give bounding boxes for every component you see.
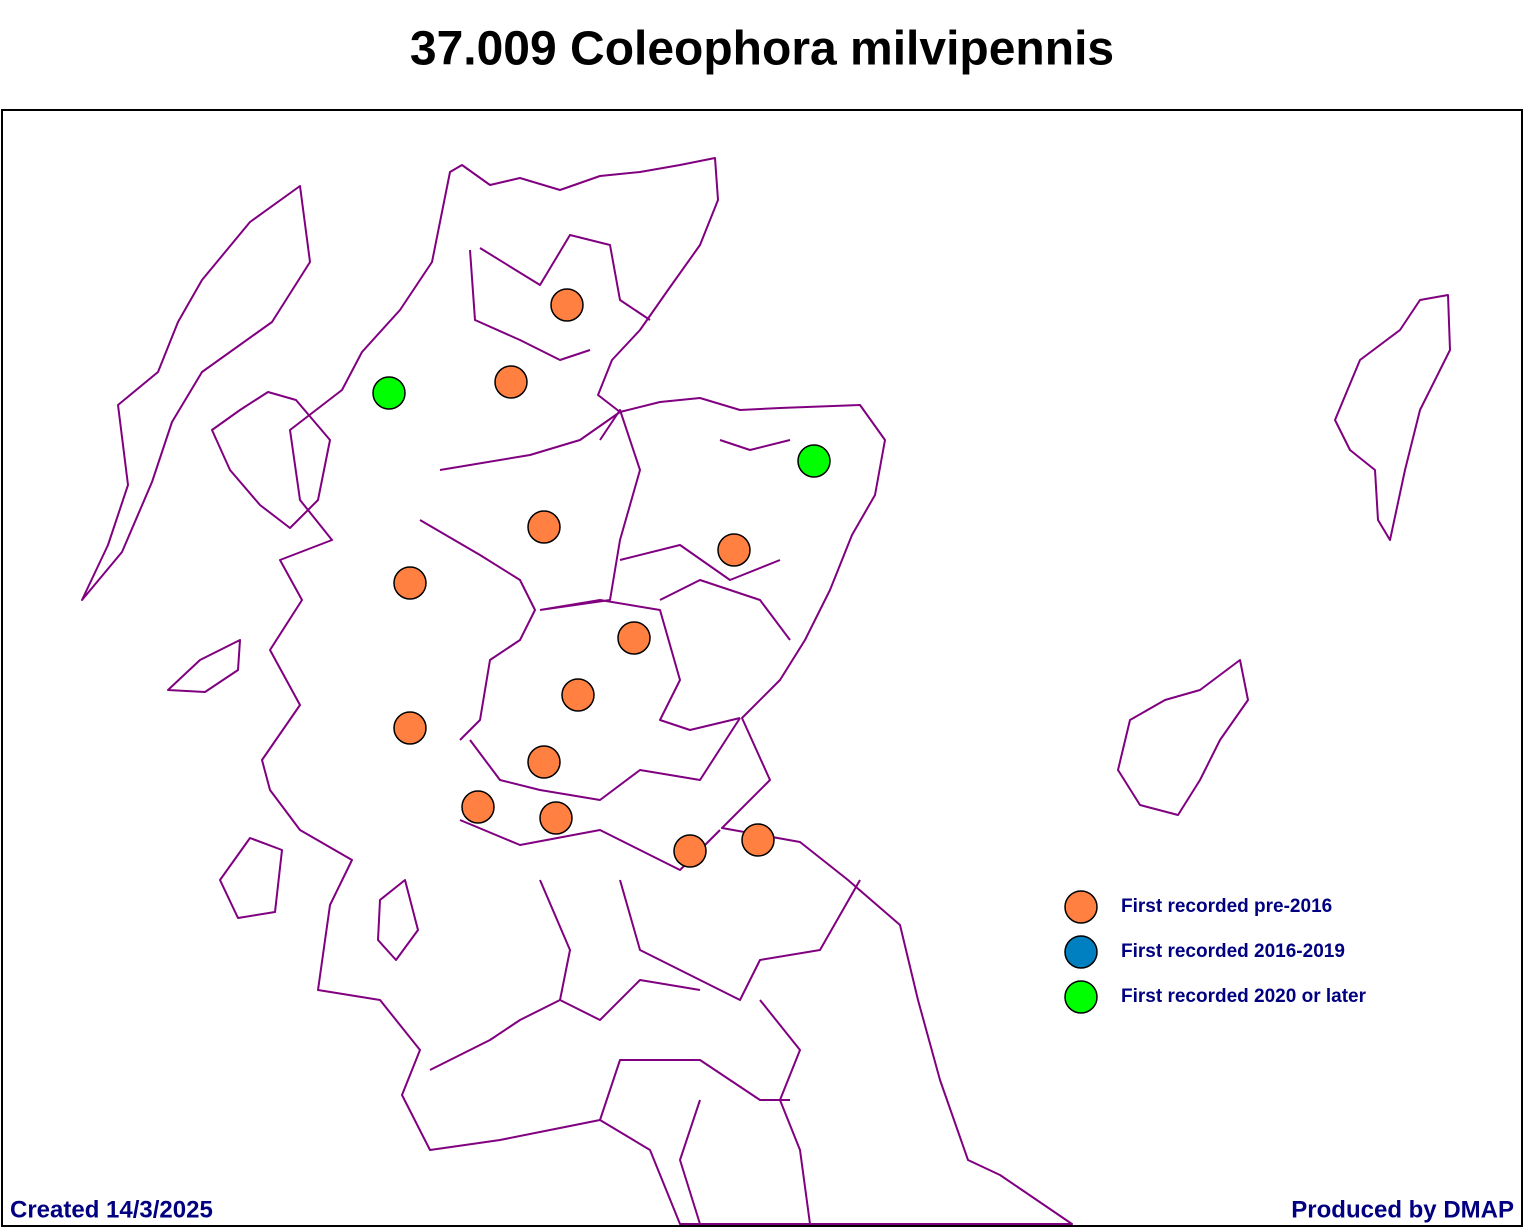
- record-dot: [617, 621, 651, 655]
- record-dot: [372, 376, 406, 410]
- record-dot: [673, 834, 707, 868]
- skye: [211, 391, 331, 529]
- record-dot: [527, 745, 561, 779]
- created-date: Created 14/3/2025: [10, 1196, 213, 1223]
- records: [372, 288, 831, 868]
- producer: Produced by DMAP: [1291, 1196, 1514, 1223]
- legend-swatch: [1064, 935, 1098, 969]
- islay: [219, 837, 283, 919]
- orkney: [1117, 659, 1249, 816]
- legend-label: First recorded 2020 or later: [1121, 986, 1367, 1007]
- mull: [167, 639, 241, 693]
- vice-county-boundaries: [419, 234, 861, 1225]
- record-dot: [797, 444, 831, 478]
- mainland-coast: [261, 157, 1073, 1225]
- record-dot: [494, 365, 528, 399]
- record-dot: [527, 510, 561, 544]
- outer-hebrides: [81, 185, 311, 601]
- legend-swatch: [1064, 890, 1098, 924]
- arran: [377, 879, 419, 961]
- record-dot: [393, 566, 427, 600]
- shetland: [1334, 294, 1451, 541]
- record-dot: [393, 711, 427, 745]
- map-outlines: [81, 157, 1451, 1225]
- record-dot: [561, 678, 595, 712]
- record-dot: [461, 790, 495, 824]
- legend-label: First recorded 2016-2019: [1121, 941, 1345, 962]
- legend-label: First recorded pre-2016: [1121, 896, 1332, 917]
- record-dot: [741, 823, 775, 857]
- record-dot: [539, 801, 573, 835]
- map-frame: [1, 109, 1523, 1227]
- record-dot: [550, 288, 584, 322]
- legend: First recorded pre-2016 First recorded 20…: [1064, 890, 1367, 1014]
- legend-swatch: [1064, 980, 1098, 1014]
- title: 37.009 Coleophora milvipennis: [410, 23, 1114, 76]
- record-dot: [717, 533, 751, 567]
